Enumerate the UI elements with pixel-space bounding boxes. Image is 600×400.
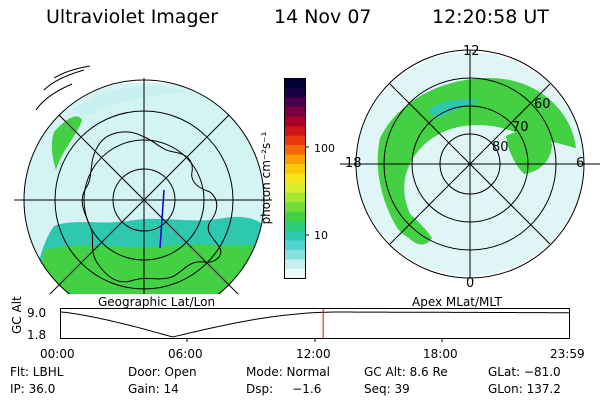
colorbar-band [284,78,306,89]
footer-mode: Mode: Normal [246,365,330,379]
xtick-2359: 23:59 [550,347,585,361]
colorbar-band [284,230,306,241]
footer-gc-alt: GC Alt: 8.6 Re [364,365,448,379]
colorbar-band [284,240,306,251]
colorbar-tick-label-10: 10 [314,229,328,242]
colorbar-band [284,249,306,260]
colorbar-band [284,192,306,203]
geographic-map [14,65,272,294]
emission-region [74,86,190,115]
mlat-label-80: 80 [492,140,509,155]
altitude-curve [60,311,570,338]
footer-dsp: Dsp: −1.6 [246,382,322,396]
altitude-ytick-high: 9.0 [27,306,47,320]
sun-direction-line [159,189,165,249]
xtick-0000: 00:00 [40,347,75,361]
footer-flt: Flt: LBHL [10,365,64,379]
left-panel-caption: Geographic Lat/Lon [98,295,216,309]
colorbar-band [284,126,306,137]
emission-region [377,78,576,240]
emission-region [34,244,264,294]
emission-region [399,208,432,245]
mlat-label-60: 60 [534,97,551,112]
altitude-plot-frame [60,308,570,339]
colorbar-band [284,145,306,156]
colorbar-unit-label: photon cm⁻²s⁻¹ [259,131,273,225]
header-title: Ultraviolet Imager [46,6,219,28]
apex-grid [340,49,600,279]
footer-glon: GLon: 137.2 [488,382,561,396]
distant-coastline [35,65,91,111]
colorbar-band [284,183,306,194]
colorbar-band [284,164,306,175]
colorbar-band [284,154,306,165]
colorbar-band [284,88,306,99]
colorbar-band [284,268,306,279]
mlt-label-6: 6 [576,156,585,171]
mlt-label-18: 18 [345,156,362,171]
colorbar-tick-label-100: 100 [314,142,335,155]
geographic-grid [14,78,272,294]
colorbar-band [284,221,306,232]
xtick-1800: 18:00 [423,347,458,361]
header-time: 12:20:58 UT [432,6,549,28]
mlat-label-70: 70 [512,120,529,135]
colorbar-band [284,211,306,222]
footer-gain: Gain: 14 [128,382,179,396]
colorbar-band [284,107,306,118]
altitude-plot [60,308,570,342]
altitude-ytick-low: 1.8 [27,328,47,342]
footer-glat: GLat: −81.0 [488,365,561,379]
header-date: 14 Nov 07 [274,6,372,28]
footer-seq: Seq: 39 [364,382,410,396]
footer-door: Door: Open [128,365,197,379]
emission-region [506,130,552,174]
xtick-0600: 06:00 [168,347,203,361]
colorbar-band [284,173,306,184]
xtick-1200: 12:00 [296,347,331,361]
footer-ip: IP: 36.0 [10,382,56,396]
colorbar-band [284,135,306,146]
colorbar [284,78,309,279]
right-panel-caption: Apex MLat/MLT [412,295,502,309]
apex-polar-map [340,49,600,279]
continent-coastline [81,131,222,283]
colorbar-band [284,259,306,270]
colorbar-band [284,116,306,127]
altitude-axis-label: GC Alt [10,296,24,334]
mlt-label-12: 12 [463,44,480,59]
colorbar-band [284,97,306,108]
colorbar-band [284,202,306,213]
mlt-label-0: 0 [466,276,475,291]
